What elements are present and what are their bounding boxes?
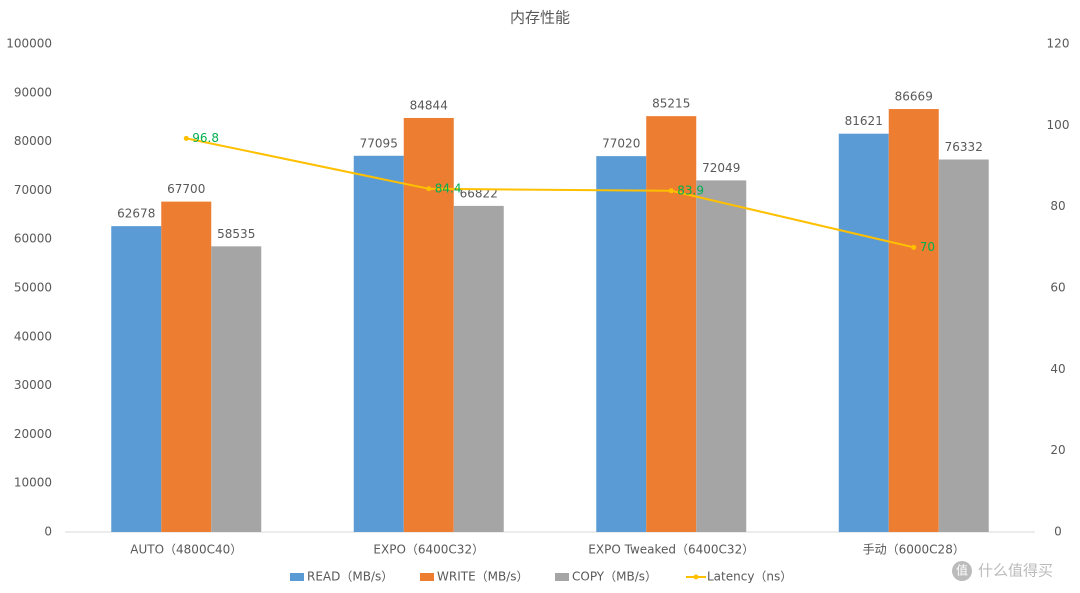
y-tick-label: 40000: [14, 329, 52, 343]
y2-tick-label: 40: [1050, 362, 1065, 376]
line-marker: [911, 244, 917, 250]
y-tick-label: 80000: [14, 134, 52, 148]
y-tick-label: 70000: [14, 183, 52, 197]
data-label: 58535: [217, 227, 255, 241]
y2-tick-label: 60: [1050, 281, 1065, 295]
bar: [696, 180, 747, 532]
data-label: 77020: [602, 137, 640, 151]
bar: [403, 117, 454, 533]
bar: [211, 246, 262, 533]
data-label: 77095: [360, 136, 398, 150]
watermark-icon-bg: [952, 561, 972, 581]
data-label: 84.4: [435, 181, 462, 195]
bar: [938, 159, 989, 532]
legend-label: Latency（ns）: [707, 570, 792, 584]
line: [186, 137, 914, 249]
data-label: 86669: [895, 90, 933, 104]
data-label: 72049: [702, 161, 740, 175]
y-tick-label: 0: [44, 525, 52, 539]
x-tick-label: AUTO（4800C40）: [130, 543, 242, 557]
bar: [111, 226, 162, 533]
data-label: 96.8: [192, 131, 219, 145]
data-label: 67700: [167, 182, 205, 196]
y-tick-label: 10000: [14, 476, 52, 490]
line-marker: [183, 135, 189, 141]
bar: [161, 201, 212, 532]
x-tick-label: EXPO（6400C32）: [373, 543, 484, 557]
y-tick-label: 90000: [14, 85, 52, 99]
legend-label: READ（MB/s）: [307, 570, 393, 584]
y-tick-label: 20000: [14, 427, 52, 441]
data-label: 70: [920, 240, 935, 254]
bar: [838, 133, 889, 532]
y2-tick-label: 0: [1054, 525, 1062, 539]
legend-swatch: [555, 573, 569, 581]
line-marker: [426, 186, 432, 192]
y2-tick-label: 100: [1047, 118, 1070, 132]
x-tick-label: EXPO Tweaked（6400C32）: [588, 543, 754, 557]
bar: [888, 109, 939, 532]
data-label: 84844: [410, 98, 448, 112]
y2-tick-label: 80: [1050, 199, 1065, 213]
chart-title: 内存性能: [510, 9, 570, 27]
legend-swatch: [290, 573, 304, 581]
y2-tick-label: 120: [1047, 37, 1070, 51]
watermark: 什么值得买: [978, 562, 1053, 580]
legend-swatch: [420, 573, 434, 581]
y-tick-label: 100000: [6, 37, 52, 51]
legend-swatch-marker: [693, 574, 699, 580]
line-marker: [668, 188, 674, 194]
x-tick-label: 手动（6000C28）: [863, 543, 965, 557]
data-label: 85215: [652, 97, 690, 111]
bar: [353, 155, 404, 532]
bar: [646, 116, 697, 532]
legend-label: COPY（MB/s）: [572, 570, 657, 584]
y-tick-label: 30000: [14, 378, 52, 392]
data-label: 76332: [945, 140, 983, 154]
data-label: 81621: [845, 114, 883, 128]
legend-label: WRITE（MB/s）: [437, 570, 529, 584]
y-tick-label: 60000: [14, 232, 52, 246]
bar: [453, 205, 504, 533]
bar: [596, 156, 647, 532]
watermark-icon: 值: [956, 563, 968, 578]
y-tick-label: 50000: [14, 281, 52, 295]
y2-tick-label: 20: [1050, 443, 1065, 457]
data-label: 62678: [117, 207, 155, 221]
data-label: 83.9: [677, 183, 704, 197]
